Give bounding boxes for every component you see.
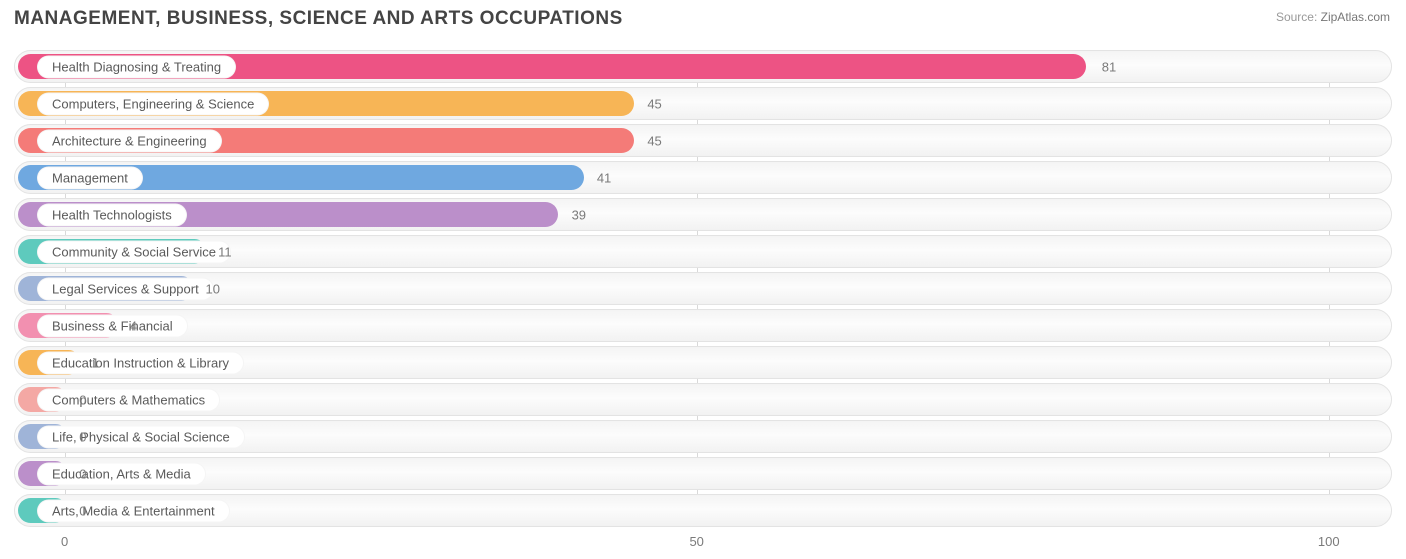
category-badge: Life, Physical & Social Science — [37, 425, 245, 448]
category-badge: Architecture & Engineering — [37, 129, 222, 152]
category-badge: Education Instruction & Library — [37, 351, 244, 374]
bar-row: Business & Financial4 — [14, 309, 1392, 342]
category-badge: Legal Services & Support — [37, 277, 214, 300]
value-label: 45 — [647, 96, 661, 111]
category-badge: Computers & Mathematics — [37, 388, 220, 411]
value-label: 39 — [572, 207, 586, 222]
value-label: 4 — [130, 318, 137, 333]
x-tick-label: 100 — [1318, 534, 1340, 549]
category-badge: Health Technologists — [37, 203, 187, 226]
value-label: 0 — [79, 429, 86, 444]
bar-row: Health Technologists 39 — [14, 198, 1392, 231]
chart-title: MANAGEMENT, BUSINESS, SCIENCE AND ARTS O… — [14, 8, 623, 30]
x-tick-label: 50 — [689, 534, 703, 549]
value-label: 0 — [79, 392, 86, 407]
source-attribution: Source: ZipAtlas.com — [1276, 10, 1390, 24]
value-label: 10 — [205, 281, 219, 296]
source-label: Source: — [1276, 10, 1317, 24]
category-badge: Education, Arts & Media — [37, 462, 206, 485]
bar-row: Legal Services & Support10 — [14, 272, 1392, 305]
bar-row: Community & Social Service11 — [14, 235, 1392, 268]
category-badge: Business & Financial — [37, 314, 188, 337]
chart-area: 050100 Health Diagnosing & Treating81Com… — [14, 42, 1392, 551]
category-badge: Management — [37, 166, 143, 189]
category-badge: Health Diagnosing & Treating — [37, 55, 236, 78]
bar-row: Life, Physical & Social Science0 — [14, 420, 1392, 453]
value-label: 11 — [218, 244, 232, 259]
bar-row: Architecture & Engineering 45 — [14, 124, 1392, 157]
bar-row: Education Instruction & Library1 — [14, 346, 1392, 379]
bar-row: Health Diagnosing & Treating 81 — [14, 50, 1392, 83]
value-label: 81 — [1102, 59, 1116, 74]
source-name: ZipAtlas.com — [1321, 10, 1390, 24]
bar-row: Arts, Media & Entertainment0 — [14, 494, 1392, 527]
category-badge: Computers, Engineering & Science — [37, 92, 269, 115]
value-label: 1 — [92, 355, 99, 370]
bar-row: Education, Arts & Media0 — [14, 457, 1392, 490]
x-tick-label: 0 — [61, 534, 68, 549]
bar-row: Management 41 — [14, 161, 1392, 194]
category-badge: Community & Social Service — [37, 240, 231, 263]
bars-container: Health Diagnosing & Treating 81 Computers,… — [14, 50, 1392, 527]
value-label: 41 — [597, 170, 611, 185]
category-badge: Arts, Media & Entertainment — [37, 499, 230, 522]
value-label: 45 — [647, 133, 661, 148]
bar-row: Computers, Engineering & Science 45 — [14, 87, 1392, 120]
value-label: 0 — [79, 503, 86, 518]
bar-row: Computers & Mathematics0 — [14, 383, 1392, 416]
value-label: 0 — [79, 466, 86, 481]
